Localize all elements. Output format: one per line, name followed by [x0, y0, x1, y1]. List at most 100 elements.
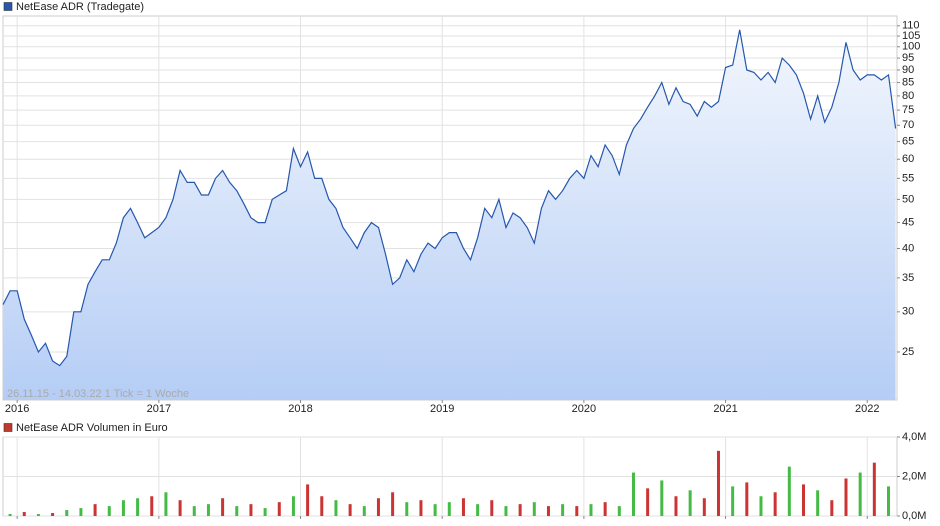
- volume-bar: [93, 504, 97, 516]
- volume-bar: [575, 506, 579, 516]
- legend-swatch: [3, 2, 13, 11]
- y-tick-label: 35: [902, 272, 914, 284]
- y-tick-label: 65: [902, 136, 914, 148]
- legend-swatch: [3, 423, 13, 432]
- y-tick-label: 2,0M: [902, 470, 926, 482]
- volume-bar: [745, 482, 749, 516]
- volume-bar: [646, 488, 650, 516]
- volume-bar: [787, 466, 791, 516]
- volume-bar: [759, 496, 763, 516]
- volume-bar: [65, 510, 69, 516]
- volume-bar: [617, 506, 621, 516]
- y-tick-label: 100: [902, 41, 920, 53]
- legend-label: NetEase ADR Volumen in Euro: [16, 422, 168, 434]
- x-tick-label: 2019: [430, 403, 454, 415]
- volume-bar: [206, 504, 210, 516]
- y-tick-label: 85: [902, 76, 914, 88]
- volume-bar: [362, 506, 366, 516]
- volume-bar: [376, 498, 380, 516]
- volume-bar: [433, 504, 437, 516]
- volume-bar: [107, 506, 111, 516]
- volume-bar: [816, 490, 820, 516]
- y-tick-label: 40: [902, 242, 914, 254]
- volume-bar: [731, 486, 735, 516]
- volume-bar: [249, 504, 253, 516]
- volume-bar: [872, 462, 876, 516]
- annotation: 26.11.15 - 14.03.22 1 Tick = 1 Woche: [7, 388, 189, 400]
- volume-bar: [277, 502, 281, 516]
- x-tick-label: 2018: [288, 403, 312, 415]
- volume-bar: [504, 506, 508, 516]
- volume-bar: [136, 498, 140, 516]
- volume-bar: [518, 504, 522, 516]
- y-tick-label: 75: [902, 104, 914, 116]
- y-tick-label: 30: [902, 306, 914, 318]
- volume-bar: [702, 498, 706, 516]
- volume-bar: [674, 496, 678, 516]
- volume-bar: [447, 502, 451, 516]
- x-tick-label: 2017: [147, 403, 171, 415]
- volume-bar: [235, 506, 239, 516]
- volume-bar: [801, 484, 805, 516]
- y-tick-label: 0,0M: [902, 510, 926, 522]
- volume-bar: [8, 514, 12, 516]
- x-tick-label: 2016: [5, 403, 29, 415]
- y-tick-label: 4,0M: [902, 431, 926, 443]
- volume-bar: [51, 513, 55, 516]
- y-tick-label: 105: [902, 30, 920, 42]
- volume-bar: [546, 506, 550, 516]
- volume-bar: [476, 504, 480, 516]
- price-line: [2, 29, 897, 367]
- volume-bar: [150, 496, 154, 516]
- volume-bar: [589, 504, 593, 516]
- volume-bar: [221, 498, 225, 516]
- volume-bar: [320, 496, 324, 516]
- volume-bar: [461, 498, 465, 516]
- y-tick-label: 110: [902, 20, 920, 32]
- volume-bar: [121, 500, 125, 516]
- volume-bar: [858, 472, 862, 516]
- area-fill: [3, 29, 896, 401]
- volume-bar: [886, 486, 890, 516]
- volume-bar: [334, 500, 338, 516]
- y-tick-label: 60: [902, 153, 914, 165]
- y-tick-label: 45: [902, 216, 914, 228]
- volume-bar: [164, 492, 168, 516]
- volume-bar: [660, 480, 664, 516]
- y-tick-label: 95: [902, 52, 914, 64]
- volume-bar: [348, 504, 352, 516]
- volume-bar: [178, 500, 182, 516]
- volume-bar: [844, 478, 848, 516]
- volume-bar: [263, 508, 267, 516]
- volume-bar: [419, 500, 423, 516]
- volume-bar: [716, 450, 720, 516]
- volume-bar: [688, 490, 692, 516]
- x-tick-label: 2021: [713, 403, 737, 415]
- x-tick-label: 2022: [855, 403, 879, 415]
- legend-label: NetEase ADR (Tradegate): [16, 1, 144, 13]
- volume-bar: [391, 492, 395, 516]
- volume-bar: [490, 500, 494, 516]
- volume-bar: [291, 496, 295, 516]
- volume-bar: [192, 506, 196, 516]
- volume-bar: [306, 484, 310, 516]
- volume-bar: [830, 500, 834, 516]
- volume-bar: [532, 502, 536, 516]
- volume-bar: [561, 504, 565, 516]
- y-tick-label: 70: [902, 119, 914, 131]
- volume-bar: [22, 512, 26, 516]
- volume-bar: [36, 514, 40, 516]
- y-tick-label: 55: [902, 172, 914, 184]
- y-tick-label: 50: [902, 193, 914, 205]
- volume-bar: [79, 508, 83, 516]
- volume-bar: [631, 472, 635, 516]
- volume-bar: [405, 502, 409, 516]
- x-tick-label: 2020: [572, 403, 596, 415]
- volume-bar: [773, 492, 777, 516]
- y-tick-label: 80: [902, 90, 914, 102]
- volume-bar: [603, 502, 607, 516]
- y-tick-label: 90: [902, 64, 914, 76]
- y-tick-label: 25: [902, 346, 914, 358]
